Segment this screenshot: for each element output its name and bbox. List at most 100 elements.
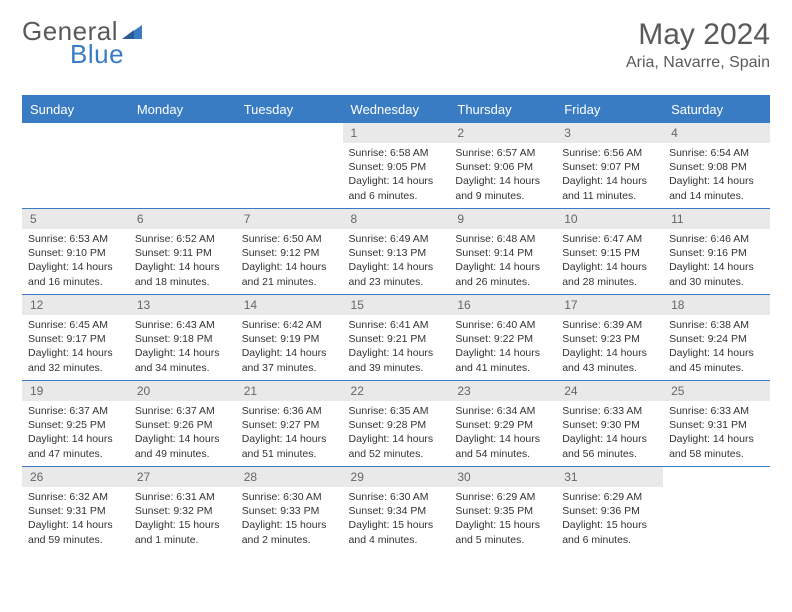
daylight-text: Daylight: 15 hours and 2 minutes.	[242, 518, 337, 546]
calendar-cell: 11Sunrise: 6:46 AMSunset: 9:16 PMDayligh…	[663, 209, 770, 295]
calendar-cell: 7Sunrise: 6:50 AMSunset: 9:12 PMDaylight…	[236, 209, 343, 295]
day-number: 8	[343, 209, 450, 229]
sunrise-text: Sunrise: 6:58 AM	[349, 146, 444, 160]
daylight-text: Daylight: 14 hours and 11 minutes.	[562, 174, 657, 202]
sunset-text: Sunset: 9:28 PM	[349, 418, 444, 432]
dayname-header: Tuesday	[236, 96, 343, 123]
sunrise-text: Sunrise: 6:38 AM	[669, 318, 764, 332]
sunrise-text: Sunrise: 6:50 AM	[242, 232, 337, 246]
sunset-text: Sunset: 9:22 PM	[455, 332, 550, 346]
calendar-cell: 24 Sunrise: 6:33 AMSunset: 9:30 PMDayligh…	[556, 381, 663, 467]
calendar-cell: 29Sunrise: 6:30 AMSunset: 9:34 PMDayligh…	[343, 467, 450, 553]
daylight-text: Daylight: 14 hours and 6 minutes.	[349, 174, 444, 202]
daylight-text: Daylight: 14 hours and 37 minutes.	[242, 346, 337, 374]
calendar-cell: 18Sunrise: 6:38 AMSunset: 9:24 PMDayligh…	[663, 295, 770, 381]
title-block: May 2024Aria, Navarre, Spain	[626, 18, 770, 72]
calendar-row: 12Sunrise: 6:45 AMSunset: 9:17 PMDayligh…	[22, 295, 770, 381]
day-body: Sunrise: 6:49 AMSunset: 9:13 PMDaylight:…	[343, 229, 450, 293]
daylight-text: Daylight: 14 hours and 32 minutes.	[28, 346, 123, 374]
sunrise-text: Sunrise: 6:56 AM	[562, 146, 657, 160]
sunrise-text: Sunrise: 6:53 AM	[28, 232, 123, 246]
sunset-text: Sunset: 9:32 PM	[135, 504, 230, 518]
day-body: Sunrise: 6:30 AMSunset: 9:34 PMDaylight:…	[343, 487, 450, 551]
day-number: 26	[22, 467, 129, 487]
sunrise-text: Sunrise: 6:52 AM	[135, 232, 230, 246]
daylight-text: Daylight: 14 hours and 9 minutes.	[455, 174, 550, 202]
sunset-text: Sunset: 9:06 PM	[455, 160, 550, 174]
sunrise-text: Sunrise: 6:54 AM	[669, 146, 764, 160]
calendar-cell: 22Sunrise: 6:35 AMSunset: 9:28 PMDayligh…	[343, 381, 450, 467]
day-number: 24	[556, 381, 663, 401]
day-body: Sunrise: 6:38 AMSunset: 9:24 PMDaylight:…	[663, 315, 770, 379]
day-number: 21	[236, 381, 343, 401]
day-body: Sunrise: 6:54 AMSunset: 9:08 PMDaylight:…	[663, 143, 770, 207]
dayname-header: Sunday	[22, 96, 129, 123]
sunrise-text: Sunrise: 6:49 AM	[349, 232, 444, 246]
dayname-header: Wednesday	[343, 96, 450, 123]
sunrise-text: Sunrise: 6:36 AM	[242, 404, 337, 418]
calendar-cell: 2Sunrise: 6:57 AMSunset: 9:06 PMDaylight…	[449, 123, 556, 209]
day-number: 6	[129, 209, 236, 229]
sunrise-text: Sunrise: 6:30 AM	[349, 490, 444, 504]
sunset-text: Sunset: 9:21 PM	[349, 332, 444, 346]
day-number: 11	[663, 209, 770, 229]
daylight-text: Daylight: 14 hours and 39 minutes.	[349, 346, 444, 374]
sunrise-text: Sunrise: 6:34 AM	[455, 404, 550, 418]
sunset-text: Sunset: 9:33 PM	[242, 504, 337, 518]
day-body: Sunrise: 6:58 AMSunset: 9:05 PMDaylight:…	[343, 143, 450, 207]
calendar-cell: 3Sunrise: 6:56 AMSunset: 9:07 PMDaylight…	[556, 123, 663, 209]
calendar-body: 1Sunrise: 6:58 AMSunset: 9:05 PMDaylight…	[22, 123, 770, 553]
calendar-cell: 15Sunrise: 6:41 AMSunset: 9:21 PMDayligh…	[343, 295, 450, 381]
calendar-head: SundayMondayTuesdayWednesdayThursdayFrid…	[22, 96, 770, 123]
sunrise-text: Sunrise: 6:33 AM	[562, 404, 657, 418]
calendar-cell: 14Sunrise: 6:42 AMSunset: 9:19 PMDayligh…	[236, 295, 343, 381]
sunset-text: Sunset: 9:27 PM	[242, 418, 337, 432]
daylight-text: Daylight: 14 hours and 56 minutes.	[562, 432, 657, 460]
daylight-text: Daylight: 14 hours and 23 minutes.	[349, 260, 444, 288]
calendar-cell: 6Sunrise: 6:52 AMSunset: 9:11 PMDaylight…	[129, 209, 236, 295]
daylight-text: Daylight: 14 hours and 30 minutes.	[669, 260, 764, 288]
page-title: May 2024	[626, 18, 770, 52]
brand-sail-icon	[120, 23, 144, 41]
calendar-cell-empty	[663, 467, 770, 553]
dayname-header: Thursday	[449, 96, 556, 123]
daylight-text: Daylight: 14 hours and 58 minutes.	[669, 432, 764, 460]
day-body: Sunrise: 6:50 AMSunset: 9:12 PMDaylight:…	[236, 229, 343, 293]
sunset-text: Sunset: 9:14 PM	[455, 246, 550, 260]
daylight-text: Daylight: 14 hours and 14 minutes.	[669, 174, 764, 202]
calendar-cell: 17Sunrise: 6:39 AMSunset: 9:23 PMDayligh…	[556, 295, 663, 381]
sunrise-text: Sunrise: 6:45 AM	[28, 318, 123, 332]
day-body: Sunrise: 6:35 AMSunset: 9:28 PMDaylight:…	[343, 401, 450, 465]
sunset-text: Sunset: 9:36 PM	[562, 504, 657, 518]
day-body: Sunrise: 6:33 AMSunset: 9:31 PMDaylight:…	[663, 401, 770, 465]
day-body: Sunrise: 6:57 AMSunset: 9:06 PMDaylight:…	[449, 143, 556, 207]
calendar-cell-empty	[22, 123, 129, 209]
calendar-cell: 20Sunrise: 6:37 AMSunset: 9:26 PMDayligh…	[129, 381, 236, 467]
day-number: 17	[556, 295, 663, 315]
sunrise-text: Sunrise: 6:41 AM	[349, 318, 444, 332]
day-number: 13	[129, 295, 236, 315]
day-body: Sunrise: 6:37 AMSunset: 9:26 PMDaylight:…	[129, 401, 236, 465]
sunrise-text: Sunrise: 6:48 AM	[455, 232, 550, 246]
day-body: Sunrise: 6:40 AMSunset: 9:22 PMDaylight:…	[449, 315, 556, 379]
dayname-header: Monday	[129, 96, 236, 123]
sunrise-text: Sunrise: 6:32 AM	[28, 490, 123, 504]
daylight-text: Daylight: 15 hours and 1 minute.	[135, 518, 230, 546]
calendar-cell: 19Sunrise: 6:37 AMSunset: 9:25 PMDayligh…	[22, 381, 129, 467]
sunset-text: Sunset: 9:30 PM	[562, 418, 657, 432]
sunset-text: Sunset: 9:05 PM	[349, 160, 444, 174]
sunset-text: Sunset: 9:16 PM	[669, 246, 764, 260]
calendar-cell: 5Sunrise: 6:53 AMSunset: 9:10 PMDaylight…	[22, 209, 129, 295]
calendar-cell: 10Sunrise: 6:47 AMSunset: 9:15 PMDayligh…	[556, 209, 663, 295]
calendar-cell: 26Sunrise: 6:32 AMSunset: 9:31 PMDayligh…	[22, 467, 129, 553]
calendar-row: 5Sunrise: 6:53 AMSunset: 9:10 PMDaylight…	[22, 209, 770, 295]
day-body: Sunrise: 6:34 AMSunset: 9:29 PMDaylight:…	[449, 401, 556, 465]
daylight-text: Daylight: 14 hours and 16 minutes.	[28, 260, 123, 288]
daylight-text: Daylight: 14 hours and 52 minutes.	[349, 432, 444, 460]
day-number: 27	[129, 467, 236, 487]
day-body: Sunrise: 6:56 AMSunset: 9:07 PMDaylight:…	[556, 143, 663, 207]
day-body: Sunrise: 6:41 AMSunset: 9:21 PMDaylight:…	[343, 315, 450, 379]
day-number: 10	[556, 209, 663, 229]
daylight-text: Daylight: 14 hours and 49 minutes.	[135, 432, 230, 460]
day-number: 18	[663, 295, 770, 315]
